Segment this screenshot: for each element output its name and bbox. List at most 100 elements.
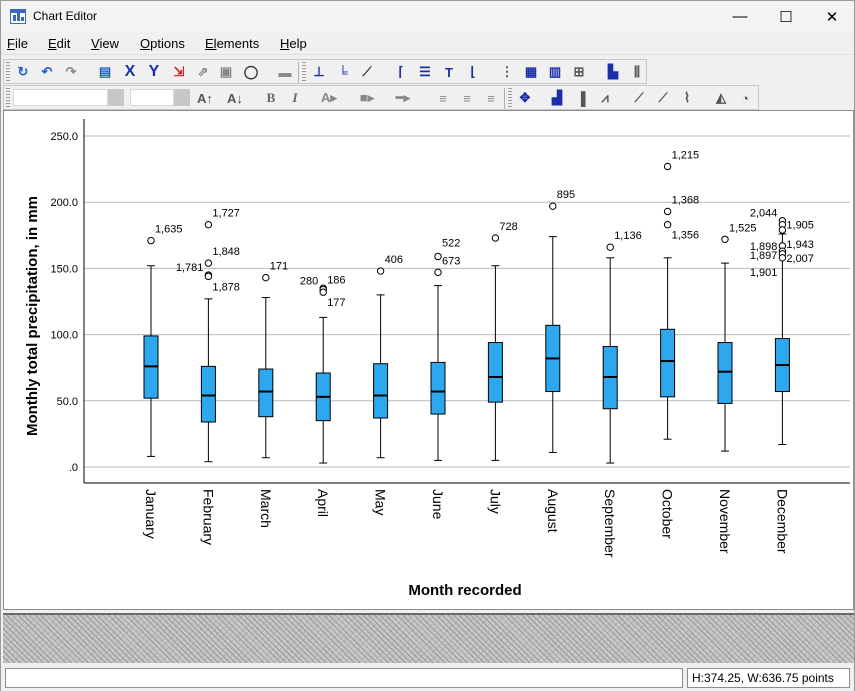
axis-both-icon[interactable]: ╘ [338, 64, 348, 80]
footnote-icon[interactable]: ⌊ [470, 64, 476, 79]
fill-color-icon[interactable]: ■▸ [359, 90, 375, 105]
outlier-point [434, 268, 442, 277]
toolbar-grip-3[interactable] [6, 88, 10, 109]
lasso-icon[interactable]: ◯ [243, 64, 259, 79]
window-title: Chart Editor [33, 9, 98, 23]
bar-sort-icon[interactable]: ▙ [608, 64, 618, 79]
minimize-icon: — [732, 8, 748, 25]
box-april [315, 316, 331, 464]
outlier-label: 522 [442, 237, 460, 249]
axis-diagonal-icon[interactable]: ⟋ [362, 64, 372, 79]
menu-options[interactable]: Options [140, 36, 185, 51]
move-chart-icon[interactable]: ✥ [519, 90, 531, 105]
chart-canvas[interactable]: .0 50.0 100.0 150.0 200.0 250.0 1,635 1,727 1,8… [3, 110, 854, 610]
outlier-label: 1,727 [212, 208, 240, 220]
maximize-button[interactable]: ☐ [763, 1, 809, 32]
x-tick-label: March [258, 489, 274, 528]
outlier-point [376, 267, 385, 275]
menu-file[interactable]: File [7, 36, 28, 51]
x-tick-label: June [430, 489, 446, 520]
scale-icon[interactable]: ⇲ [173, 64, 185, 79]
x-axis-icon[interactable]: X [124, 63, 136, 80]
group-icon[interactable]: ▬ [278, 64, 292, 80]
menu-help[interactable]: Help [280, 36, 307, 51]
outlier-label: 1,901 [750, 267, 778, 279]
font-name-dropdown[interactable] [108, 89, 124, 106]
textbox-icon[interactable]: T [445, 64, 453, 80]
box-iqr [200, 365, 216, 423]
outlier-label: 1,943 [786, 239, 814, 251]
histogram-icon[interactable]: ◭ [716, 90, 726, 105]
x-tick-label: January [143, 489, 159, 539]
menu-edit[interactable]: Edit [48, 36, 71, 51]
x-tick-label: October [660, 489, 676, 539]
scatter-icon[interactable]: ⟋ [634, 90, 644, 105]
x-tick-label: April [315, 489, 331, 517]
y-axis-label[interactable]: Monthly total precipitation, in mm [24, 196, 41, 436]
outlier-point [319, 288, 327, 296]
minimize-button[interactable]: — [717, 1, 763, 32]
outlier-label: 1,898 [750, 241, 778, 253]
outlier-label: 1,136 [614, 230, 642, 242]
axis-l-icon[interactable]: ⊥ [313, 64, 325, 79]
x-tick-label: August [545, 489, 561, 533]
redo-icon[interactable]: ↷ [65, 64, 77, 79]
line-style-icon[interactable]: ━▸ [395, 90, 411, 105]
font-size-dropdown[interactable] [174, 89, 190, 106]
y-axis-icon[interactable]: Y [148, 63, 160, 80]
outlier-label: 1,368 [672, 194, 700, 206]
line-chart-icon[interactable]: ⩘ [601, 90, 609, 105]
align-center-icon[interactable]: ≡ [463, 90, 471, 106]
menu-view[interactable]: View [91, 36, 119, 51]
toolbar-grip[interactable] [6, 62, 10, 83]
font-size-field[interactable] [130, 89, 174, 106]
refresh-icon[interactable]: ↻ [17, 64, 29, 79]
bar-grid-icon[interactable]: ⫼ [634, 64, 640, 79]
outlier-label: 1,525 [729, 222, 757, 234]
undo-icon[interactable]: ↶ [41, 64, 53, 79]
x-tick-label: November [717, 489, 733, 554]
outliers: 1,635 1,727 1,848 1,781 1,878 171 280 186 177 406… [147, 149, 814, 309]
properties-icon[interactable]: ▤ [98, 64, 112, 79]
outlier-point [204, 272, 213, 281]
x-axis-label[interactable]: Month recorded [408, 582, 521, 599]
bar-chart-icon[interactable]: ▟ [552, 90, 562, 105]
y-tick-label: .0 [69, 462, 78, 474]
legend-icon[interactable]: ☰ [419, 64, 431, 79]
boxplot-chart[interactable]: .0 50.0 100.0 150.0 200.0 250.0 1,635 1,727 1,8… [4, 111, 853, 609]
toolbar-grip-2 [302, 62, 306, 83]
category-icon[interactable]: ⊞ [573, 64, 585, 79]
outlier-point [147, 236, 155, 245]
grow-font-icon[interactable]: A↑ [197, 90, 213, 106]
font-name-field[interactable] [13, 89, 108, 106]
gridlines-minor-icon[interactable]: ⋮ [500, 64, 514, 79]
scatter-alt-icon[interactable]: ⟋ [658, 90, 668, 105]
outlier-label: 1,215 [672, 149, 700, 161]
table-icon[interactable]: ▥ [548, 64, 562, 79]
box-iqr [373, 363, 389, 419]
menu-elements[interactable]: Elements [205, 36, 260, 51]
shrink-font-icon[interactable]: A↓ [227, 90, 243, 106]
gridlines-major-icon[interactable]: ▦ [524, 64, 538, 79]
delete-icon[interactable]: ▣ [219, 64, 233, 79]
outlier-point [204, 221, 213, 229]
text-color-icon[interactable]: A▸ [321, 90, 337, 105]
align-right-icon[interactable]: ≡ [487, 90, 495, 106]
outlier-point [491, 234, 500, 242]
toolbar-format: A↑ A↓ B I A▸ ■▸ ━▸ ≡ ≡ ≡ ✥ ▟ ▐ ⩘ ⟋ ⟋ ⌇ ◭… [3, 85, 759, 110]
outlier-label: 171 [270, 261, 288, 273]
bold-icon[interactable]: B [266, 90, 276, 105]
outlier-point [434, 252, 442, 261]
outlier-label: 1,781 [176, 262, 204, 274]
pie-icon[interactable]: ◔ [741, 90, 749, 106]
frame-icon[interactable]: ⌈ [398, 64, 404, 79]
transform-icon[interactable]: ⇗ [197, 64, 209, 79]
italic-icon[interactable]: I [292, 90, 298, 105]
bar-chart-alt-icon[interactable]: ▐ [576, 90, 586, 106]
box-iqr [487, 342, 503, 403]
align-left-icon[interactable]: ≡ [439, 90, 447, 106]
area-line-icon[interactable]: ⌇ [683, 90, 691, 105]
close-button[interactable]: ✕ [809, 1, 855, 32]
box-january [143, 265, 159, 457]
box-iqr [430, 361, 446, 415]
